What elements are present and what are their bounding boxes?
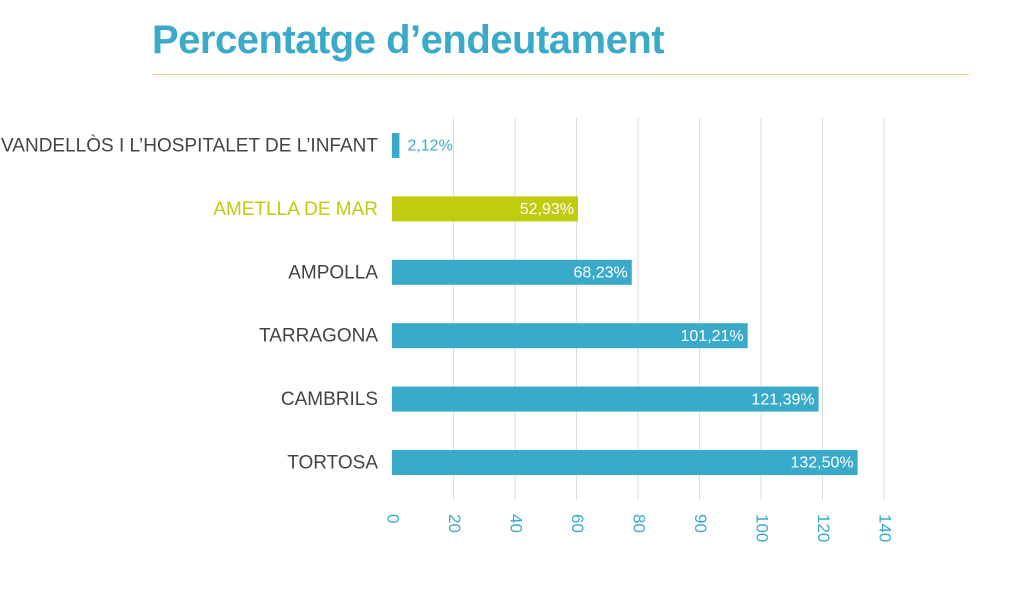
data-label: 121,39%: [751, 391, 814, 408]
x-tick-label: 120: [814, 514, 833, 542]
chart-title: Percentatge d’endeutament: [152, 18, 665, 62]
x-tick-label: 140: [876, 514, 895, 542]
x-tick-label: 100: [753, 514, 772, 542]
bar: [392, 133, 400, 158]
data-label: 52,93%: [520, 201, 574, 218]
category-label: AMETLLA DE MAR: [213, 199, 378, 220]
category-label: CAMBRILS: [281, 389, 378, 410]
data-label: 132,50%: [790, 455, 853, 472]
x-tick-label: 40: [507, 514, 526, 533]
data-label: 101,21%: [681, 328, 744, 345]
category-label: VANDELLÒS I L’HOSPITALET DE L’INFANT: [1, 135, 378, 157]
x-tick-label: 20: [445, 514, 464, 533]
data-label: 68,23%: [574, 265, 628, 282]
x-tick-label: 90: [691, 514, 710, 533]
x-tick-label: 60: [568, 514, 587, 533]
bar: [392, 196, 579, 222]
bar: [392, 386, 819, 412]
category-label: TARRAGONA: [259, 326, 378, 347]
category-label: AMPOLLA: [288, 262, 378, 283]
title-divider: [152, 74, 969, 75]
bar: [392, 450, 858, 475]
x-tick-label: 80: [630, 514, 649, 533]
data-label: 2,12%: [407, 138, 452, 155]
x-tick-label: 0: [384, 514, 403, 523]
category-label: TORTOSA: [287, 453, 378, 474]
bar: [392, 323, 748, 349]
bar: [392, 259, 632, 285]
